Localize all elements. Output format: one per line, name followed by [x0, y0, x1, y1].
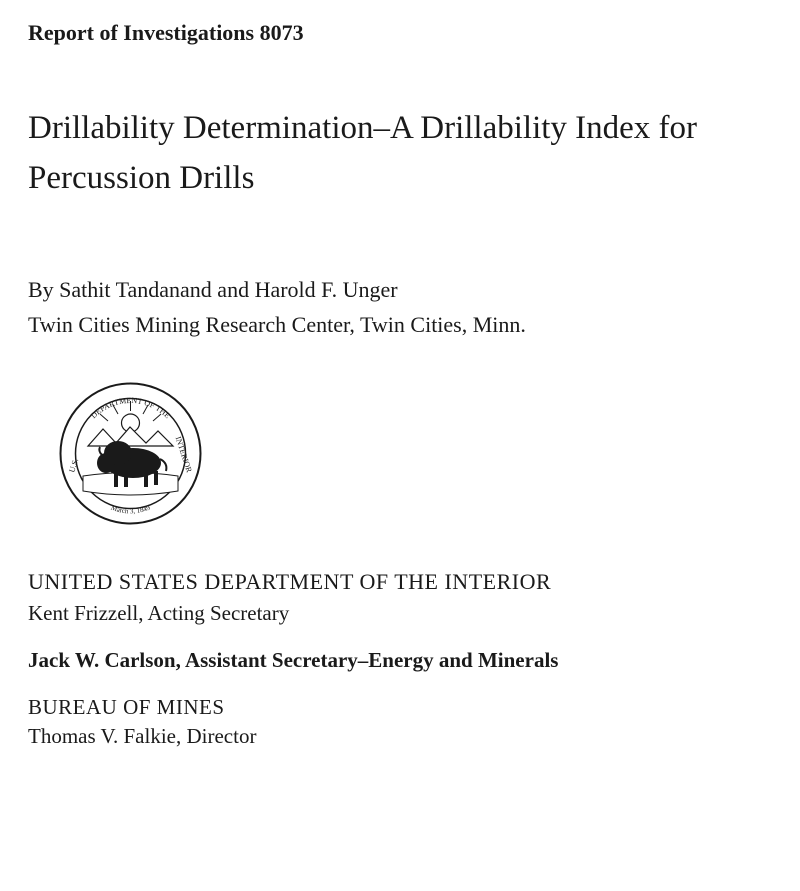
- bureau-block: BUREAU OF MINES Thomas V. Falkie, Direct…: [28, 695, 782, 749]
- department-seal: DEPARTMENT OF THE U.S. INTERIOR March 3,…: [58, 381, 782, 531]
- assistant-secretary-line: Jack W. Carlson, Assistant Secretary–Ene…: [28, 648, 782, 673]
- authors-affiliation: Twin Cities Mining Research Center, Twin…: [28, 308, 782, 341]
- interior-seal-icon: DEPARTMENT OF THE U.S. INTERIOR March 3,…: [58, 381, 203, 526]
- document-title: Drillability Determination–A Drillabilit…: [28, 104, 782, 203]
- acting-secretary-line: Kent Frizzell, Acting Secretary: [28, 601, 782, 626]
- authors-byline: By Sathit Tandanand and Harold F. Unger: [28, 273, 782, 306]
- director-line: Thomas V. Falkie, Director: [28, 724, 782, 749]
- department-block: UNITED STATES DEPARTMENT OF THE INTERIOR…: [28, 569, 782, 626]
- department-name: UNITED STATES DEPARTMENT OF THE INTERIOR: [28, 569, 782, 595]
- authors-block: By Sathit Tandanand and Harold F. Unger …: [28, 273, 782, 341]
- bureau-name: BUREAU OF MINES: [28, 695, 782, 720]
- report-series-header: Report of Investigations 8073: [28, 20, 782, 46]
